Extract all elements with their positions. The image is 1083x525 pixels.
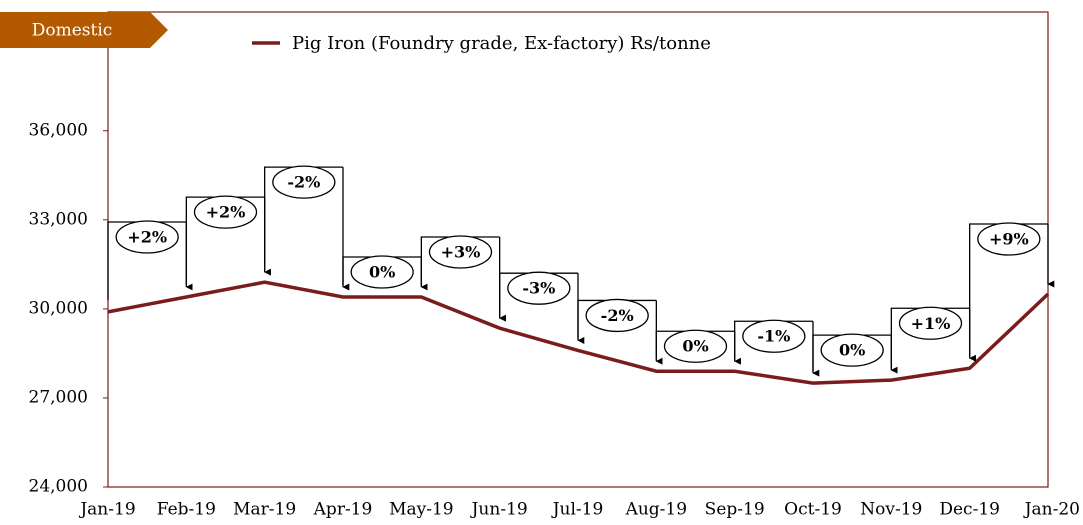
annotation-oval — [272, 165, 336, 199]
annotation-oval — [663, 329, 728, 363]
annotation-oval — [898, 306, 963, 340]
y-tick-label: 33,000 — [29, 209, 88, 229]
y-tick-label: 27,000 — [29, 387, 88, 407]
x-tick-label: Apr-19 — [313, 500, 373, 520]
annotation-label: -2% — [287, 173, 320, 192]
annotation-oval — [115, 220, 179, 254]
x-tick-label: Feb-19 — [157, 500, 216, 520]
badge-shape — [0, 12, 168, 48]
x-tick-label: Jul-19 — [551, 500, 604, 520]
annotation-label: +2% — [206, 203, 246, 222]
annotation-label: 0% — [682, 337, 708, 356]
annotation-label: -1% — [757, 327, 790, 346]
annotation-label: -3% — [522, 279, 555, 298]
y-tick-label: 24,000 — [29, 477, 88, 497]
annotation-label: +2% — [127, 228, 167, 247]
annotation-label: +1% — [911, 314, 951, 333]
badge: Domestic — [32, 21, 113, 41]
x-tick-label: Jan-19 — [78, 500, 135, 520]
y-tick-label: 36,000 — [29, 120, 88, 140]
x-tick-label: Jan-20 — [1023, 500, 1080, 520]
annotation-label: +3% — [441, 243, 481, 262]
annotation-oval — [820, 333, 884, 367]
series-line — [107, 280, 1050, 385]
annotation-oval — [585, 298, 649, 333]
x-tick-label: Aug-19 — [625, 500, 687, 520]
annotation-label: +9% — [989, 230, 1029, 249]
annotation-oval — [193, 195, 258, 229]
annotation-oval — [507, 271, 571, 305]
x-tick-label: Dec-19 — [939, 500, 1000, 520]
x-tick-label: Mar-19 — [233, 500, 296, 520]
annotation-label: 0% — [839, 341, 865, 360]
annotation-label: -2% — [601, 306, 634, 325]
legend-label: Pig Iron (Foundry grade, Ex-factory) Rs/… — [292, 33, 711, 54]
annotation-oval — [742, 319, 806, 353]
annotation-label: 0% — [369, 263, 395, 282]
annotation-oval — [428, 235, 493, 269]
x-tick-label: May-19 — [389, 500, 454, 520]
y-tick-label: 30,000 — [29, 298, 88, 318]
x-tick-label: Jun-19 — [470, 500, 528, 520]
x-tick-label: Sep-19 — [705, 500, 765, 520]
plot-frame — [107, 11, 1049, 488]
annotation-oval — [977, 222, 1041, 256]
x-tick-label: Nov-19 — [860, 500, 922, 520]
annotation-oval — [350, 255, 414, 289]
x-tick-label: Oct-19 — [784, 500, 842, 520]
